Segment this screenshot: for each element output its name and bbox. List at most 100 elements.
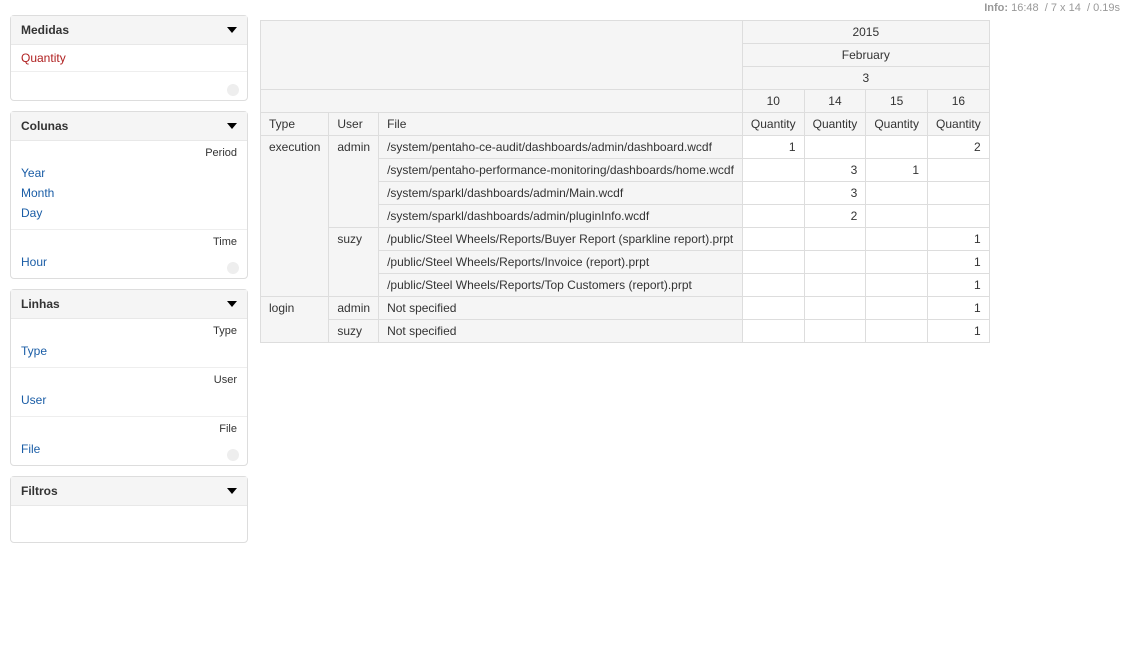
panel-columns: Colunas Period Year Month Day Time Hour — [10, 111, 248, 279]
panel-rows-header[interactable]: Linhas — [11, 290, 247, 319]
sidebar: Medidas Quantity Colunas Period Year Mon — [10, 15, 248, 553]
group-label-user: User — [21, 372, 237, 390]
caret-down-icon — [227, 301, 237, 307]
table-row: suzyNot specified 1 — [261, 320, 990, 343]
group-label-period: Period — [21, 145, 237, 163]
close-icon[interactable] — [227, 449, 239, 461]
pivot-measure-label: Quantity — [928, 113, 990, 136]
row-group-user: User User — [11, 367, 247, 416]
pivot-hour: 15 — [866, 90, 928, 113]
panel-columns-header[interactable]: Colunas — [11, 112, 247, 141]
cell-user: admin — [329, 136, 379, 228]
cell-file: /public/Steel Wheels/Reports/Top Custome… — [379, 274, 743, 297]
pivot-corner-2 — [261, 90, 743, 113]
cell-file: /public/Steel Wheels/Reports/Invoice (re… — [379, 251, 743, 274]
cell-value: 2 — [804, 205, 866, 228]
pivot-year: 2015 — [742, 21, 989, 44]
cell-type: execution — [261, 136, 329, 297]
dim-month[interactable]: Month — [21, 183, 237, 203]
cell-file: /system/pentaho-ce-audit/dashboards/admi… — [379, 136, 743, 159]
cell-value — [866, 320, 928, 343]
cell-file: /public/Steel Wheels/Reports/Buyer Repor… — [379, 228, 743, 251]
cell-value — [742, 182, 804, 205]
cell-value: 1 — [928, 274, 990, 297]
panel-measures: Medidas Quantity — [10, 15, 248, 101]
cell-value — [804, 297, 866, 320]
cell-file: Not specified — [379, 320, 743, 343]
panel-columns-title: Colunas — [21, 119, 68, 133]
dim-file[interactable]: File — [21, 439, 237, 459]
cell-value — [866, 205, 928, 228]
cell-value — [804, 274, 866, 297]
pivot-measure-label: Quantity — [866, 113, 928, 136]
cell-value — [804, 320, 866, 343]
column-group-time: Time Hour — [11, 229, 247, 278]
measure-item-quantity[interactable]: Quantity — [11, 45, 247, 72]
pivot-hour: 10 — [742, 90, 804, 113]
cell-value — [742, 205, 804, 228]
cell-user: suzy — [329, 320, 379, 343]
pivot-hour: 16 — [928, 90, 990, 113]
panel-rows: Linhas Type Type User User File File — [10, 289, 248, 466]
cell-value — [866, 136, 928, 159]
caret-down-icon — [227, 27, 237, 33]
cell-value: 1 — [866, 159, 928, 182]
pivot-measure-label: Quantity — [804, 113, 866, 136]
cell-value: 1 — [928, 297, 990, 320]
cell-value — [928, 159, 990, 182]
cell-value — [866, 274, 928, 297]
panel-filters: Filtros — [10, 476, 248, 543]
close-icon[interactable] — [227, 84, 239, 96]
cell-value: 2 — [928, 136, 990, 159]
info-duration: 0.19s — [1093, 2, 1120, 14]
cell-value — [928, 205, 990, 228]
pivot-day: 3 — [742, 67, 989, 90]
dim-year[interactable]: Year — [21, 163, 237, 183]
cell-file: /system/pentaho-performance-monitoring/d… — [379, 159, 743, 182]
cell-value — [742, 251, 804, 274]
panel-measures-title: Medidas — [21, 23, 69, 37]
pivot-corner — [261, 21, 743, 90]
pivot-thead: 2015February310141516TypeUserFileQuantit… — [261, 21, 990, 136]
cell-value — [742, 159, 804, 182]
cell-value — [866, 228, 928, 251]
info-bar: Info: 16:48 / 7 x 14 / 0.19s — [984, 2, 1120, 14]
cell-user: suzy — [329, 228, 379, 297]
cell-value — [804, 251, 866, 274]
group-label-type: Type — [21, 323, 237, 341]
pivot-area: 2015February310141516TypeUserFileQuantit… — [260, 15, 1120, 343]
pivot-month: February — [742, 44, 989, 67]
pivot-measure-label: Quantity — [742, 113, 804, 136]
panel-measures-header[interactable]: Medidas — [11, 16, 247, 45]
pivot-rowheader-user: User — [329, 113, 379, 136]
cell-value — [866, 251, 928, 274]
pivot-rowheader-type: Type — [261, 113, 329, 136]
info-dims: 7 x 14 — [1051, 2, 1081, 14]
cell-value — [742, 297, 804, 320]
cell-value: 1 — [928, 320, 990, 343]
dim-type[interactable]: Type — [21, 341, 237, 361]
cell-value — [804, 136, 866, 159]
dim-user[interactable]: User — [21, 390, 237, 410]
cell-value — [742, 228, 804, 251]
panel-filters-title: Filtros — [21, 484, 58, 498]
group-label-time: Time — [21, 234, 237, 252]
cell-file: /system/sparkl/dashboards/admin/pluginIn… — [379, 205, 743, 228]
panel-filters-header[interactable]: Filtros — [11, 477, 247, 506]
dim-day[interactable]: Day — [21, 203, 237, 223]
cell-value — [742, 320, 804, 343]
group-label-file: File — [21, 421, 237, 439]
cell-user: admin — [329, 297, 379, 320]
filters-empty — [11, 506, 247, 542]
close-icon[interactable] — [227, 262, 239, 274]
dim-hour[interactable]: Hour — [21, 252, 237, 272]
cell-value — [866, 182, 928, 205]
info-label: Info: — [984, 2, 1008, 14]
cell-value — [866, 297, 928, 320]
cell-value: 1 — [928, 251, 990, 274]
cell-value: 3 — [804, 182, 866, 205]
cell-file: Not specified — [379, 297, 743, 320]
pivot-hour: 14 — [804, 90, 866, 113]
cell-type: login — [261, 297, 329, 343]
row-group-type: Type Type — [11, 319, 247, 367]
